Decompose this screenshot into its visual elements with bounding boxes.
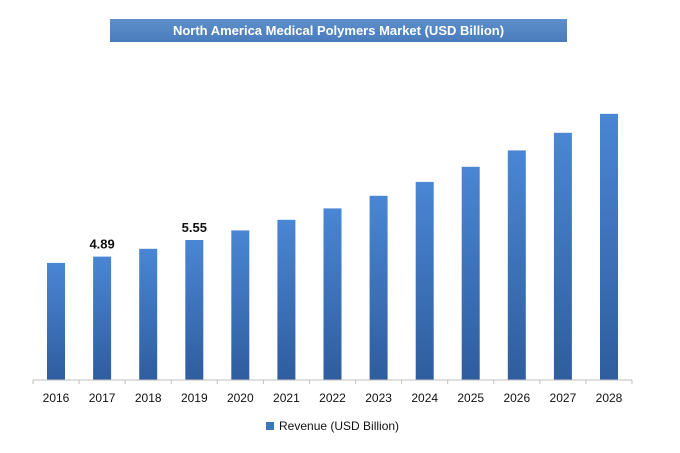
legend: Revenue (USD Billion) [266,419,399,433]
bar-2016 [47,262,65,380]
x-tick-label-2026: 2026 [503,391,530,405]
x-tick-label-2019: 2019 [181,391,208,405]
bar-2028 [600,113,618,381]
bar-2027 [553,132,572,380]
bar-2020 [231,230,250,380]
bar-2021 [277,219,296,380]
bar-2019 [185,240,204,380]
bar-2024 [415,181,434,380]
bar-2018 [139,248,158,380]
x-tick-label-2028: 2028 [596,391,623,405]
x-tick-label-2025: 2025 [457,391,484,405]
bars-layer [47,113,618,381]
bar-2017 [93,256,112,380]
data-label-2019: 5.55 [182,220,207,235]
chart-title: North America Medical Polymers Market (U… [110,19,567,42]
x-tick-label-2016: 2016 [43,391,70,405]
bar-2022 [323,208,342,380]
x-tick-label-2017: 2017 [89,391,116,405]
data-labels-layer: 4.89 5.55 [89,220,207,252]
x-tick-label-2018: 2018 [135,391,162,405]
bar-2023 [369,195,388,380]
legend-label: Revenue (USD Billion) [279,419,400,433]
x-tick-label-2027: 2027 [550,391,577,405]
bar-2025 [461,166,480,380]
x-tick-label-2022: 2022 [319,391,346,405]
data-label-2017: 4.89 [89,237,114,252]
bar-2026 [507,150,526,380]
x-tick-label-2023: 2023 [365,391,392,405]
x-axis-ticks: 2016 2017 2018 2019 2020 2021 2022 2023 2024 2025… [32,380,633,405]
legend-swatch [266,422,274,430]
x-tick-label-2020: 2020 [227,391,254,405]
x-tick-label-2024: 2024 [411,391,438,405]
x-tick-label-2021: 2021 [273,391,300,405]
